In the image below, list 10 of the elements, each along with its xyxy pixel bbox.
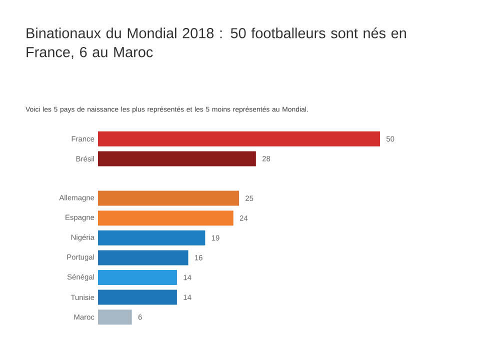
bar	[98, 131, 380, 146]
bar	[98, 310, 132, 325]
bar	[98, 210, 234, 226]
bar	[98, 151, 256, 166]
bar	[98, 250, 188, 266]
chart-title: Binationaux du Mondial 2018 : 50 footballeurs sont nés en France, 6 au Maroc	[26, 28, 406, 59]
bar	[98, 290, 177, 305]
bar	[98, 190, 240, 206]
bar	[98, 230, 206, 246]
bar	[98, 270, 177, 285]
